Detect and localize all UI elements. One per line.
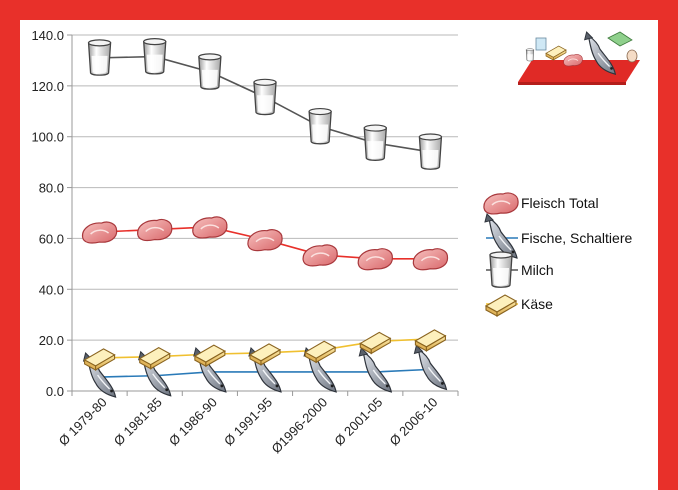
food-illustration (518, 31, 640, 85)
fish-icon (358, 347, 392, 393)
milk-glass-icon (418, 133, 443, 170)
legend-item: Milch (486, 251, 554, 288)
chart-frame: 0.0 20.0 40.0 60.0 80.0 100.0 120.0 140.0 Ø 197… (20, 20, 658, 490)
y-axis-tick-labels: 0.0 20.0 40.0 60.0 80.0 100.0 120.0 140.0 (31, 28, 72, 399)
meat-icon (302, 244, 338, 267)
herb-icon (607, 31, 633, 47)
fish-icon (484, 213, 518, 259)
cheese-icon (84, 348, 116, 371)
legend-label: Fische, Schaltiere (521, 230, 632, 246)
x-tick-label: Ø 1986-90 (166, 395, 220, 449)
cheese-icon (249, 343, 281, 366)
cheese-icon (485, 294, 517, 317)
x-tick-label: Ø 1991-95 (221, 395, 275, 449)
meat-icon (136, 218, 173, 242)
milk-glass-icon (253, 78, 277, 116)
meat-icon (357, 248, 394, 271)
meat-icon (483, 192, 519, 215)
y-tick-label: 140.0 (31, 28, 64, 43)
cheese-icon (139, 347, 171, 370)
legend-label: Fleisch Total (521, 195, 599, 211)
x-tick-label: Ø 1981-85 (111, 395, 165, 449)
y-tick-label: 20.0 (39, 333, 64, 348)
milk-glass-icon (87, 39, 112, 76)
y-tick-label: 80.0 (39, 181, 64, 196)
legend-item: Fleisch Total (483, 192, 599, 215)
milk-glass-icon (489, 251, 513, 288)
legend-item: Fische, Schaltiere (484, 213, 632, 259)
series-group (81, 37, 449, 398)
x-tick-label: Ø 2001-05 (331, 395, 385, 449)
meat-icon (81, 221, 118, 244)
milk-glass-icon (198, 53, 222, 90)
milk-glass-icon (363, 124, 387, 161)
legend-label: Milch (521, 262, 554, 278)
y-tick-label: 0.0 (46, 384, 64, 399)
y-tick-label: 60.0 (39, 231, 64, 246)
x-tick-label: Ø 1979-80 (56, 395, 110, 449)
x-tick-label: Ø 2006-10 (387, 395, 441, 449)
glass-icon (535, 37, 547, 51)
y-tick-label: 40.0 (39, 282, 64, 297)
cheese-icon (414, 329, 446, 352)
milk-glass-icon (143, 37, 167, 75)
cheese-icon (359, 331, 391, 354)
cheese-icon (304, 340, 336, 363)
line-chart: 0.0 20.0 40.0 60.0 80.0 100.0 120.0 140.0 Ø 197… (31, 28, 640, 457)
meat-icon (412, 248, 449, 271)
meat-icon (192, 216, 228, 239)
legend-label: Käse (521, 296, 553, 312)
x-tick-label: Ø1996-2000 (269, 395, 331, 457)
legend: Fleisch Total Fische, Schaltiere Milch Käse (483, 192, 632, 317)
fish-icon (413, 344, 448, 391)
x-axis-tick-labels: Ø 1979-80 Ø 1981-85 Ø 1986-90 Ø 1991-95Ø199… (56, 395, 441, 457)
egg-icon (626, 49, 638, 63)
meat-icon (247, 228, 283, 252)
y-tick-label: 100.0 (31, 130, 64, 145)
legend-item: Käse (485, 294, 553, 317)
milk-glass-icon (308, 107, 332, 145)
y-tick-label: 120.0 (31, 79, 64, 94)
cheese-icon (194, 344, 226, 367)
x-axis-tick-marks (71, 391, 459, 396)
